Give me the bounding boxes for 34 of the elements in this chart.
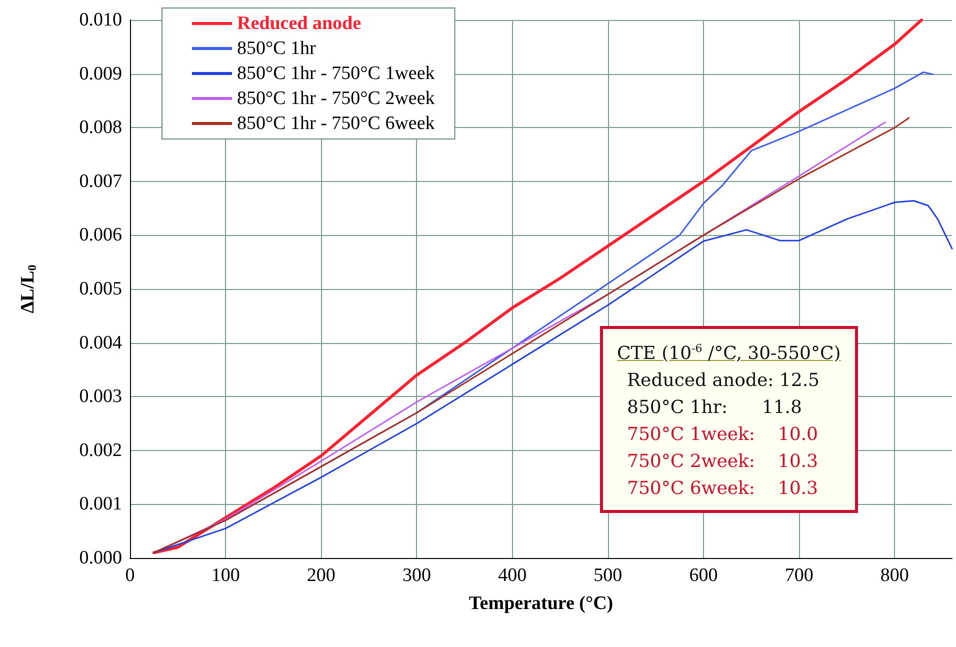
x-tick-label: 400 [498,565,527,586]
annotation: 750°C 1week: 10.0 [626,423,819,447]
legend-label: Reduced anode [237,13,362,34]
x-tick-label: 100 [211,565,240,586]
annotation: CTE (10$^{-6}$ /°C, 30-550°C) [617,341,841,366]
x-tick-label: 300 [402,565,431,586]
y-tick-label: 0.009 [79,63,122,84]
annotation: 750°C 6week: 10.3 [626,477,819,501]
x-tick-label: 700 [784,565,814,586]
x-tick-label: 200 [306,565,336,586]
x-tick-label: 800 [880,565,909,586]
legend-label: 850°C 1hr [237,38,317,59]
y-tick-label: 0.001 [79,494,122,515]
y-tick-label: 0.004 [79,332,122,354]
line-series [153,200,953,554]
legend-label: 850°C 1hr - 750°C 6week [237,113,436,134]
y-tick-label: 0.008 [79,117,122,138]
annotation: 850°C 1hr: 11.8 [626,396,803,420]
y-tick-label: 0.003 [79,386,122,408]
legend-label: 850°C 1hr - 750°C 1week [237,63,436,84]
y-tick-label: 0.000 [79,548,122,568]
y-axis-title: ΔL/L0 [18,264,39,314]
x-tick-label: 500 [594,565,622,586]
annotation: Reduced anode: 12.5 [626,369,820,393]
x-axis-title: Temperature (°C) [468,593,614,614]
y-tick-label: 0.010 [79,10,122,30]
y-tick-label: 0.006 [79,224,122,246]
y-tick-label: 0.002 [79,440,122,461]
y-tick-label: 0.007 [79,170,122,192]
y-tick-label: 0.005 [79,278,122,300]
annotation: 750°C 2week: 10.3 [626,450,819,474]
legend-label: 850°C 1hr - 750°C 2week [237,88,436,109]
x-tick-label: 0 [125,565,135,586]
x-tick-label: 600 [689,565,718,586]
